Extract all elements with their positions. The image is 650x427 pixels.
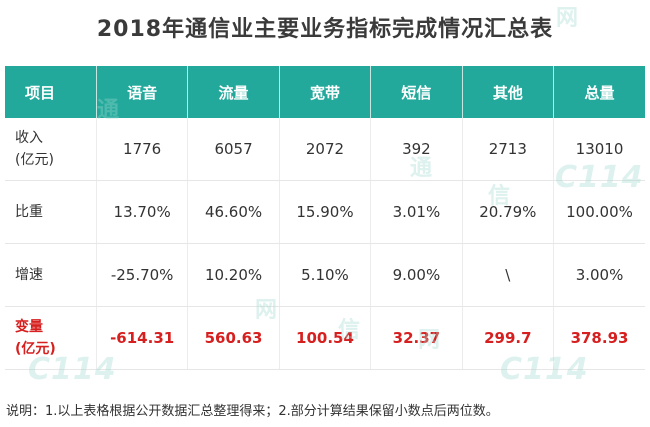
table-cell: 2713 — [461, 118, 554, 181]
table-cell: 560.63 — [187, 306, 280, 370]
table-cell: 9.00% — [370, 243, 463, 307]
table-header-row: 项目 语音 流量 宽带 短信 其他 总量 — [5, 66, 645, 118]
header-sms: 短信 — [370, 66, 463, 118]
table-cell: 100.00% — [553, 180, 645, 244]
table-cell: 20.79% — [461, 180, 554, 244]
row-label: 比重 — [5, 180, 97, 244]
table-row-share: 比重 13.70% 46.60% 15.90% 3.01% 20.79% 100… — [5, 180, 645, 244]
table-cell: 1776 — [95, 118, 188, 181]
table-cell: 5.10% — [278, 243, 371, 307]
table-row-change: 变量 (亿元) -614.31 560.63 100.54 32.37 299.… — [5, 306, 645, 370]
table-cell: \ — [461, 243, 554, 307]
table-cell: 32.37 — [370, 306, 463, 370]
table-cell: 3.01% — [370, 180, 463, 244]
table-row-revenue: 收入 (亿元) 1776 6057 2072 392 2713 13010 — [5, 118, 645, 181]
table-cell: 2072 — [278, 118, 371, 181]
table-cell: 6057 — [187, 118, 280, 181]
table-cell: -614.31 — [95, 306, 188, 370]
table-cell: 13010 — [553, 118, 645, 181]
footnote: 说明：1.以上表格根据公开数据汇总整理得来；2.部分计算结果保留小数点后两位数。 — [6, 404, 499, 419]
header-data-traffic: 流量 — [187, 66, 280, 118]
header-total: 总量 — [553, 66, 645, 118]
table-cell: 392 — [370, 118, 463, 181]
row-label: 收入 (亿元) — [5, 118, 97, 181]
header-other: 其他 — [461, 66, 554, 118]
table-cell: 46.60% — [187, 180, 280, 244]
header-voice: 语音 — [95, 66, 188, 118]
table-row-growth: 增速 -25.70% 10.20% 5.10% 9.00% \ 3.00% — [5, 243, 645, 307]
row-label: 变量 (亿元) — [5, 306, 97, 370]
table-cell: -25.70% — [95, 243, 188, 307]
table-cell: 299.7 — [461, 306, 554, 370]
summary-table: 项目 语音 流量 宽带 短信 其他 总量 收入 (亿元) 1776 6057 2… — [5, 66, 645, 370]
table-cell: 13.70% — [95, 180, 188, 244]
page-title: 2018年通信业主要业务指标完成情况汇总表 — [96, 17, 554, 42]
row-label: 增速 — [5, 243, 97, 307]
table-cell: 100.54 — [278, 306, 371, 370]
table-cell: 378.93 — [553, 306, 645, 370]
table-cell: 3.00% — [553, 243, 645, 307]
header-broadband: 宽带 — [278, 66, 371, 118]
table-cell: 10.20% — [187, 243, 280, 307]
table-cell: 15.90% — [278, 180, 371, 244]
header-item: 项目 — [5, 66, 97, 118]
